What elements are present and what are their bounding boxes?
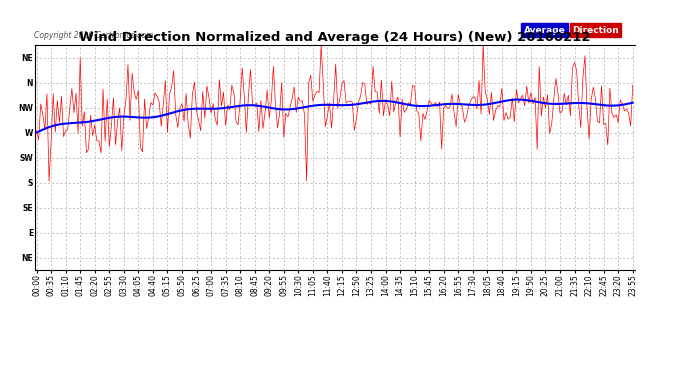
Text: Copyright 2016 Cartronics.com: Copyright 2016 Cartronics.com	[34, 32, 154, 40]
Title: Wind Direction Normalized and Average (24 Hours) (New) 20160212: Wind Direction Normalized and Average (2…	[79, 31, 591, 44]
Text: Direction: Direction	[572, 26, 618, 34]
Text: Average: Average	[524, 26, 566, 34]
